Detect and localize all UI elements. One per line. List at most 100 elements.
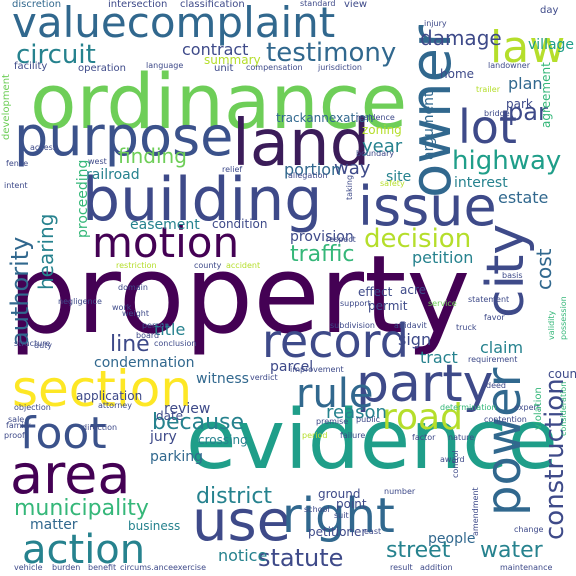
word-estate: estate <box>498 188 549 207</box>
word-parcel: parcel <box>270 359 314 375</box>
word-portion: portion <box>284 160 342 179</box>
word-motion: motion <box>92 218 240 267</box>
word-way: way <box>334 158 371 179</box>
word-petition: petition <box>412 248 474 267</box>
word-basis: basis <box>502 271 523 280</box>
word-weight: weight <box>122 309 149 318</box>
word-crossing: crossing <box>198 433 248 447</box>
word-application: application <box>76 389 143 403</box>
word-number: number <box>384 487 416 496</box>
word-facility: facility <box>14 61 48 72</box>
word-deed: deed <box>486 381 506 390</box>
word-sale: sale <box>8 415 25 424</box>
word-premise: premise <box>316 417 349 426</box>
word-allegation: allegation <box>288 171 328 180</box>
word-negligence: negligence <box>58 297 102 306</box>
word-classification: classification <box>180 0 245 10</box>
word-respect: respect <box>326 235 356 244</box>
word-effect: effect <box>358 285 393 299</box>
word-law: law <box>490 22 566 73</box>
word-railroad: railroad <box>86 167 140 183</box>
word-property: property <box>8 233 471 358</box>
word-statement: statement <box>468 295 510 304</box>
word-requirement: requirement <box>468 355 518 364</box>
word-accident: accident <box>226 261 261 270</box>
word-view: view <box>344 0 368 10</box>
word-argument: argument <box>421 91 437 160</box>
word-plan: plan <box>508 74 543 93</box>
word-section: section <box>12 360 193 418</box>
word-hearing: hearing <box>34 213 58 290</box>
word-lot: lot <box>458 100 517 154</box>
word-date: date <box>156 409 184 423</box>
word-east: east <box>364 527 382 536</box>
word-statute: statute <box>258 544 344 572</box>
word-review: review <box>164 401 211 417</box>
word-standard: standard <box>300 0 336 8</box>
word-sign: sign <box>398 330 432 349</box>
word-par: par <box>508 98 548 126</box>
word-burden: burden <box>52 563 81 572</box>
word-issue: issue <box>358 175 497 238</box>
word-unit: unit <box>214 63 234 74</box>
word-count: count <box>548 367 576 381</box>
word-favor: favor <box>484 313 505 322</box>
word-reason: reason <box>326 402 387 423</box>
word-land: land <box>232 107 371 181</box>
word-support: support <box>340 299 371 308</box>
word-suit: suit <box>334 511 349 520</box>
word-testimony: testimony <box>266 38 397 68</box>
word-year: year <box>362 136 403 157</box>
word-attorney: attorney <box>98 401 132 410</box>
word-district: district <box>196 484 273 509</box>
word-finding: finding <box>118 144 187 168</box>
word-park: park <box>506 97 533 111</box>
word-contract: contract <box>182 40 249 59</box>
word-truck: truck <box>456 323 477 332</box>
word-traffic: traffic <box>290 242 355 267</box>
word-result: result <box>390 563 413 572</box>
word-determination: determination <box>440 403 497 412</box>
word-provision: provision <box>290 229 354 245</box>
word-intersection: intersection <box>108 0 168 10</box>
word-site: site <box>386 169 412 185</box>
word-possession: possession <box>559 296 568 340</box>
word-verdict: verdict <box>250 373 278 382</box>
word-easement: easement <box>130 217 200 233</box>
word-parking: parking <box>150 449 203 465</box>
word-language: language <box>146 61 184 70</box>
word-maintenance: maintenance <box>500 563 553 572</box>
word-school: school <box>304 505 330 514</box>
word-factor: factor <box>412 433 436 442</box>
word-notice: notice <box>218 546 268 565</box>
word-circuit: circuit <box>16 40 96 70</box>
word-petitioner: petitioner <box>308 525 367 539</box>
word-violation: violation <box>533 387 544 430</box>
word-amendment: amendment <box>471 487 480 536</box>
word-circums.anceexercise: circums.anceexercise <box>120 563 207 572</box>
word-party: party <box>356 354 494 414</box>
word-day: day <box>540 5 559 16</box>
word-road: road <box>382 397 463 438</box>
word-because: because <box>152 410 245 435</box>
word-proof: proof <box>4 431 25 440</box>
word-county: county <box>194 261 222 270</box>
word-cost: cost <box>532 248 556 291</box>
word-highway: highway <box>452 146 562 176</box>
word-improvement: improvement <box>290 365 344 374</box>
word-village: village <box>528 37 575 53</box>
word-record: record <box>262 314 409 368</box>
word-foot: foot <box>20 408 107 459</box>
word-consideration: consideration <box>559 381 568 436</box>
word-tract: tract <box>420 348 458 367</box>
word-claim: claim <box>480 338 524 357</box>
word-rule: rule <box>296 371 374 417</box>
word-damage: damage <box>420 26 502 50</box>
word-contention: contention <box>484 415 527 424</box>
word-relief: relief <box>222 165 243 174</box>
word-acre: acre <box>400 283 427 297</box>
word-failure: failure <box>340 431 366 440</box>
word-restriction: restriction <box>116 261 157 270</box>
word-period: period <box>302 431 328 440</box>
